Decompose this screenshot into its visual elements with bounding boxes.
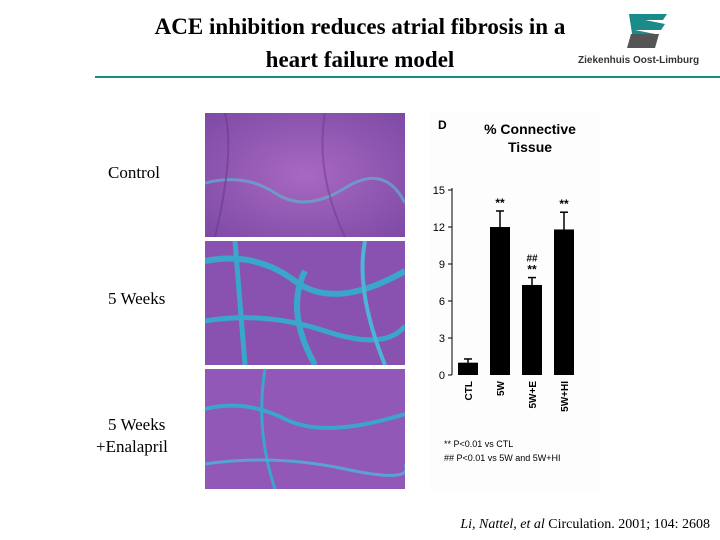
x-tick-label-5w: 5W xyxy=(496,380,507,396)
label-5-weeks: 5 Weeks xyxy=(108,289,166,308)
chart-title-line-1: % Connective xyxy=(484,121,576,137)
bar-ctl xyxy=(458,362,478,375)
y-tick-label-12: 12 xyxy=(433,222,445,234)
citation-authors: Li, Nattel, et al xyxy=(460,517,545,532)
y-tick-label-9: 9 xyxy=(439,259,445,271)
significance-extra-5w-e: ## xyxy=(526,254,538,265)
chart-svg: D % Connective Tissue 03691215CTL**5W**#… xyxy=(433,118,576,463)
label-5-weeks-enalapril-line2: +Enalapril xyxy=(96,437,168,456)
y-tick-label-3: 3 xyxy=(439,333,445,345)
micrograph-control xyxy=(205,113,405,237)
bar-5w-e xyxy=(522,284,542,375)
y-tick-label-15: 15 xyxy=(433,185,445,197)
x-tick-label-5w-e: 5W+E xyxy=(528,381,539,409)
significance-5w-e: ** xyxy=(527,263,537,277)
slide-title: ACE inhibition reduces atrial fibrosis i… xyxy=(60,10,660,76)
panel-letter: D xyxy=(438,118,447,132)
significance-5w: ** xyxy=(495,196,505,210)
significance-5w-hi: ** xyxy=(559,197,569,211)
citation: Li, Nattel, et al Circulation. 2001; 104… xyxy=(460,517,710,533)
hospital-logo-icon xyxy=(627,14,667,48)
bar-5w-hi xyxy=(554,229,574,375)
citation-journal: Circulation. 2001; 104: 2608 xyxy=(544,517,710,532)
label-control: Control xyxy=(108,163,160,182)
micrograph-5-weeks xyxy=(205,241,405,365)
micrograph-5-weeks-enalapril xyxy=(205,369,405,489)
title-line-1: ACE inhibition reduces atrial fibrosis i… xyxy=(154,14,566,39)
chart-footnote-1: ** P<0.01 vs CTL xyxy=(444,439,513,449)
chart-footnote-2: ## P<0.01 vs 5W and 5W+HI xyxy=(444,453,561,463)
y-tick-label-6: 6 xyxy=(439,296,445,308)
x-tick-label-ctl: CTL xyxy=(464,381,475,400)
title-divider xyxy=(95,76,720,78)
hospital-logo-text: Ziekenhuis Oost-Limburg xyxy=(578,55,700,66)
x-tick-label-5w-hi: 5W+HI xyxy=(560,381,571,412)
y-tick-label-0: 0 xyxy=(439,370,445,382)
connective-tissue-chart: D % Connective Tissue 0 3 6 9 12 15 CTL ** 5W ** #… xyxy=(430,112,600,490)
bar-5w xyxy=(490,227,510,375)
chart-title-line-2: Tissue xyxy=(508,139,552,155)
label-5-weeks-enalapril-line1: 5 Weeks xyxy=(108,415,166,434)
title-line-2: heart failure model xyxy=(265,47,455,72)
